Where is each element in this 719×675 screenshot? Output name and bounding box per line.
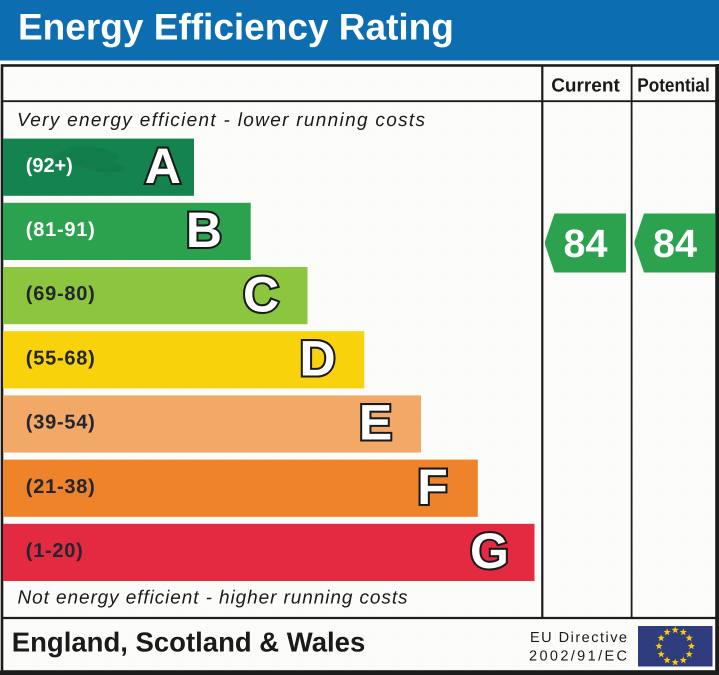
svg-text:F: F (417, 459, 448, 515)
svg-text:Not energy efficient - higher: Not energy efficient - higher running co… (18, 588, 409, 609)
svg-text:Potential: Potential (637, 76, 710, 97)
svg-text:(21-38): (21-38) (26, 476, 95, 498)
svg-text:Current: Current (551, 76, 620, 97)
svg-text:A: A (145, 138, 181, 194)
svg-text:(1-20): (1-20) (26, 540, 83, 562)
svg-text:(39-54): (39-54) (26, 412, 95, 434)
svg-text:D: D (299, 331, 335, 387)
svg-text:(69-80): (69-80) (26, 283, 95, 305)
svg-text:84: 84 (653, 222, 697, 266)
svg-text:Very energy efficient - lower: Very energy efficient - lower running co… (17, 110, 426, 131)
svg-text:England, Scotland & Wales: England, Scotland & Wales (12, 627, 365, 658)
svg-text:84: 84 (564, 222, 608, 266)
svg-text:(55-68): (55-68) (26, 347, 95, 369)
svg-text:(92+): (92+) (26, 155, 73, 177)
svg-text:2002/91/EC: 2002/91/EC (529, 649, 627, 665)
svg-text:C: C (243, 266, 279, 322)
svg-text:E: E (359, 395, 392, 451)
svg-text:Energy Efficiency Rating: Energy Efficiency Rating (18, 7, 454, 48)
svg-text:EU Directive: EU Directive (530, 630, 627, 646)
svg-text:(81-91): (81-91) (26, 219, 95, 241)
svg-text:B: B (186, 202, 222, 258)
svg-text:G: G (470, 523, 509, 579)
